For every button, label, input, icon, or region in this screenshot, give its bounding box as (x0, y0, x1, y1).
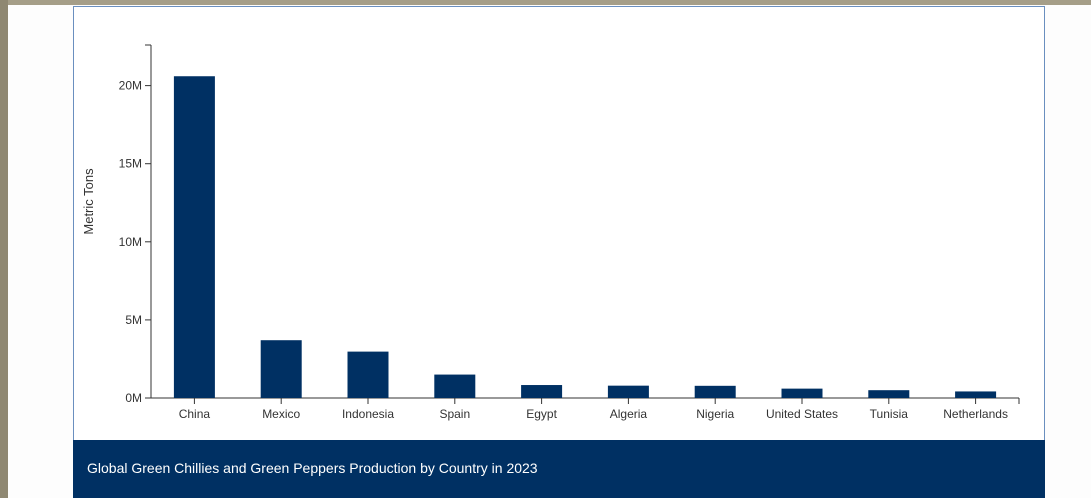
x-axis: China Mexico Indonesia Spain Egypt Algeria Nig… (151, 397, 1020, 421)
y-axis: 0M 5M 10M 15M 20M (119, 44, 152, 405)
bar-chart: 0M 5M 10M 15M 20M China Mexico Indonesia Spain E… (81, 44, 1020, 421)
x-tick-label: Egypt (526, 407, 557, 421)
x-tick-label: Spain (439, 407, 470, 421)
bar-tunisia (868, 390, 910, 398)
y-axis-title: Metric Tons (81, 168, 96, 235)
x-tick-label: Algeria (610, 407, 648, 421)
x-tick-label: Indonesia (342, 407, 394, 421)
x-tick-label: China (179, 407, 211, 421)
bar-china (173, 76, 215, 398)
x-tick-label: Tunisia (870, 407, 909, 421)
bar-mexico (260, 340, 302, 398)
y-tick-label: 0M (125, 391, 142, 405)
x-tick-label: Mexico (262, 407, 300, 421)
bar-united-states (781, 388, 823, 398)
y-tick-label: 10M (119, 235, 142, 249)
x-tick-label: Netherlands (943, 407, 1008, 421)
bar-netherlands (955, 391, 997, 398)
window-edge (0, 0, 8, 498)
y-tick-label: 15M (119, 157, 142, 171)
y-tick-label: 20M (119, 79, 142, 93)
bar-spain (434, 374, 476, 398)
chart-caption-bar: Global Green Chillies and Green Peppers … (73, 440, 1045, 498)
x-tick-label: Nigeria (696, 407, 734, 421)
chart-panel: 0M 5M 10M 15M 20M China Mexico Indonesia Spain E… (73, 6, 1045, 498)
bar-egypt (521, 385, 563, 398)
chart-title: Global Green Chillies and Green Peppers … (87, 460, 538, 476)
y-tick-label: 5M (125, 313, 142, 327)
x-tick-label: United States (766, 407, 838, 421)
bar-nigeria (694, 385, 736, 398)
bar-algeria (607, 385, 649, 398)
bar-indonesia (347, 351, 389, 398)
bars (173, 76, 997, 398)
